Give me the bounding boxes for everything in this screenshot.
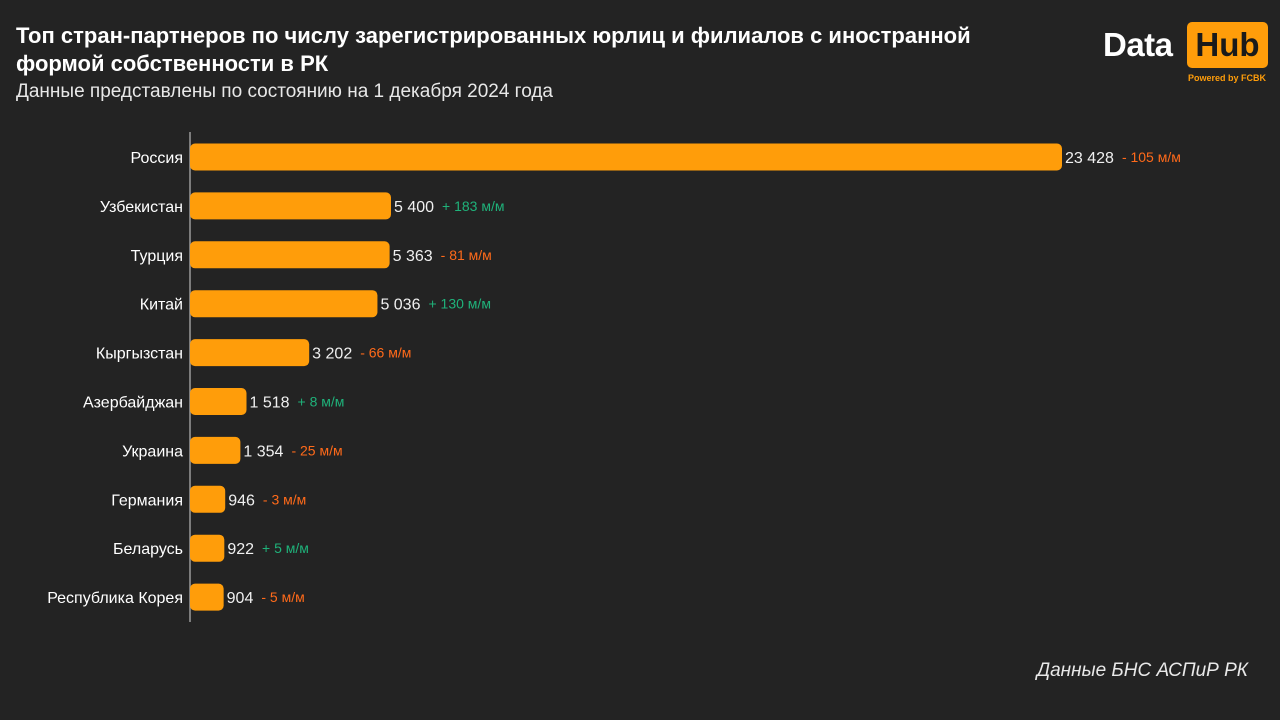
bar-5 [190,388,247,415]
chart-subtitle: Данные представлены по состоянию на 1 де… [16,81,554,102]
change-label: - 25 м/м [291,442,342,458]
bar-2 [190,241,390,269]
bar-9 [190,583,224,611]
bar-0 [190,143,1062,171]
value-label: 5 036 [380,297,420,314]
change-label: + 130 м/м [428,296,490,312]
change-label: + 8 м/м [298,394,345,410]
value-label: 23 428 [1065,150,1114,167]
category-label: Узбекистан [100,199,183,216]
chart-title: Топ стран-партнеров по числу зарегистрир… [16,23,971,76]
category-label: Украина [122,443,183,460]
value-label: 922 [227,541,254,558]
category-label: Россия [131,150,183,167]
bar-6 [190,436,241,464]
value-label: 1 354 [243,443,283,460]
change-label: + 5 м/м [262,540,309,556]
bar-4 [190,339,310,367]
value-label: 5 400 [394,199,434,216]
value-label: 3 202 [312,346,352,363]
value-label: 946 [228,492,255,509]
value-label: 1 518 [250,395,290,412]
change-label: - 105 м/м [1122,149,1181,165]
change-label: + 183 м/м [442,198,504,214]
bar-3 [190,290,378,318]
category-label: Китай [140,297,183,314]
data-source: Данные БНС АСПиР РК [1036,660,1248,681]
logo-data-text: Data [1103,26,1173,63]
change-label: - 66 м/м [360,345,411,361]
datahub-logo: Data Hub Powered by FCBK [1103,22,1268,86]
change-label: - 5 м/м [261,589,304,605]
category-label: Беларусь [113,541,183,558]
change-label: - 81 м/м [441,247,492,263]
logo-hub-badge: Hub [1187,22,1268,68]
bar-7 [190,485,226,513]
category-label: Германия [111,492,183,509]
bar-8 [190,534,225,562]
category-label: Азербайджан [83,395,183,412]
value-label: 5 363 [393,248,433,265]
change-label: - 3 м/м [263,491,306,507]
value-label: 904 [227,590,254,607]
bar-1 [190,192,391,220]
category-label: Республика Корея [47,590,183,607]
category-label: Турция [131,248,183,265]
logo-powered-text: Powered by FCBK [1187,73,1266,83]
category-label: Кыргызстан [96,346,183,363]
